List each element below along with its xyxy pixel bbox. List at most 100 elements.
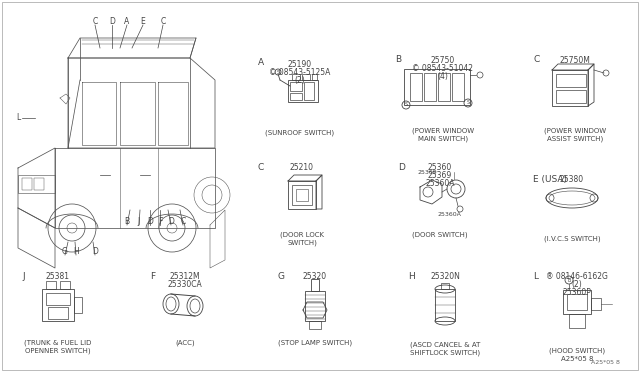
Bar bbox=[292, 185, 312, 205]
Text: D: D bbox=[147, 218, 153, 227]
Text: OPENNER SWITCH): OPENNER SWITCH) bbox=[25, 348, 91, 355]
Text: E (USA): E (USA) bbox=[533, 175, 567, 184]
Text: B: B bbox=[395, 55, 401, 64]
Bar bbox=[452, 73, 464, 101]
Bar bbox=[18, 175, 55, 193]
Text: (STOP LAMP SWITCH): (STOP LAMP SWITCH) bbox=[278, 340, 352, 346]
Bar bbox=[441, 283, 449, 289]
Bar bbox=[556, 74, 586, 87]
Text: 25330CA: 25330CA bbox=[168, 280, 202, 289]
Text: G: G bbox=[62, 247, 68, 257]
Text: B: B bbox=[124, 218, 129, 227]
Text: (HOOD SWITCH): (HOOD SWITCH) bbox=[549, 348, 605, 355]
Bar bbox=[304, 82, 314, 100]
Text: L: L bbox=[533, 272, 538, 281]
Bar bbox=[569, 314, 585, 328]
Text: A: A bbox=[124, 17, 130, 26]
Text: (I.V.C.S SWITCH): (I.V.C.S SWITCH) bbox=[544, 235, 600, 241]
Text: 25360A: 25360A bbox=[425, 179, 455, 188]
Text: 25320: 25320 bbox=[303, 272, 327, 281]
Bar bbox=[42, 289, 74, 321]
Text: L: L bbox=[16, 113, 20, 122]
Text: J: J bbox=[138, 218, 140, 227]
Text: D: D bbox=[92, 247, 98, 257]
Text: D: D bbox=[109, 17, 115, 26]
Bar bbox=[292, 74, 300, 80]
Bar bbox=[46, 281, 56, 289]
Text: 25381: 25381 bbox=[46, 272, 70, 281]
Text: 25360P: 25360P bbox=[563, 288, 591, 297]
Text: 25369: 25369 bbox=[428, 171, 452, 180]
Text: F: F bbox=[158, 218, 162, 227]
Bar bbox=[591, 298, 601, 310]
Text: C: C bbox=[258, 163, 264, 172]
Text: 25320N: 25320N bbox=[430, 272, 460, 281]
Text: (DOOR LOCK: (DOOR LOCK bbox=[280, 232, 324, 238]
Text: (TRUNK & FUEL LID: (TRUNK & FUEL LID bbox=[24, 340, 92, 346]
Text: 25369: 25369 bbox=[418, 170, 438, 174]
Bar bbox=[438, 73, 450, 101]
Text: (2): (2) bbox=[572, 280, 582, 289]
Text: D: D bbox=[398, 163, 405, 172]
Text: A: A bbox=[258, 58, 264, 67]
Text: F: F bbox=[150, 272, 155, 281]
Text: (DOOR SWITCH): (DOOR SWITCH) bbox=[412, 232, 468, 238]
Text: (POWER WINDOW: (POWER WINDOW bbox=[412, 128, 474, 135]
Text: A25*05 8: A25*05 8 bbox=[561, 356, 593, 362]
Text: (2): (2) bbox=[294, 76, 305, 85]
Text: C: C bbox=[533, 55, 540, 64]
Text: ® 08146-6162G: ® 08146-6162G bbox=[546, 272, 608, 281]
Bar bbox=[312, 74, 317, 80]
Text: (ASCD CANCEL & AT: (ASCD CANCEL & AT bbox=[410, 342, 480, 349]
Text: SHIFTLOCK SWITCH): SHIFTLOCK SWITCH) bbox=[410, 350, 480, 356]
Bar bbox=[46, 293, 70, 305]
Text: MAIN SWITCH): MAIN SWITCH) bbox=[418, 136, 468, 142]
Text: (SUNROOF SWITCH): (SUNROOF SWITCH) bbox=[266, 130, 335, 137]
Bar bbox=[302, 74, 310, 80]
Text: © 08543-51042: © 08543-51042 bbox=[413, 64, 474, 73]
Text: C: C bbox=[180, 218, 186, 227]
Bar bbox=[410, 73, 422, 101]
Bar bbox=[288, 80, 318, 102]
Bar bbox=[288, 181, 316, 209]
Text: 25190: 25190 bbox=[288, 60, 312, 69]
Text: S: S bbox=[467, 100, 470, 106]
Text: 25750: 25750 bbox=[431, 56, 455, 65]
Bar bbox=[74, 297, 82, 313]
Text: C: C bbox=[161, 17, 166, 26]
Bar bbox=[305, 291, 325, 321]
Text: SWITCH): SWITCH) bbox=[287, 240, 317, 247]
Text: J: J bbox=[22, 272, 24, 281]
Bar bbox=[296, 189, 308, 201]
Text: (POWER WINDOW: (POWER WINDOW bbox=[544, 128, 606, 135]
Text: C: C bbox=[92, 17, 98, 26]
Text: D: D bbox=[168, 218, 174, 227]
Bar bbox=[563, 290, 591, 314]
Text: G: G bbox=[278, 272, 285, 281]
Bar bbox=[552, 70, 588, 106]
Bar bbox=[567, 294, 587, 310]
Bar bbox=[22, 178, 32, 190]
Text: (ACC): (ACC) bbox=[175, 340, 195, 346]
Text: 25360: 25360 bbox=[428, 163, 452, 172]
Bar bbox=[60, 281, 70, 289]
Bar bbox=[404, 69, 470, 105]
Bar bbox=[435, 289, 455, 321]
Text: 25210: 25210 bbox=[290, 163, 314, 172]
Text: A25*05 8: A25*05 8 bbox=[591, 360, 620, 365]
Bar bbox=[48, 307, 68, 319]
Text: 25380: 25380 bbox=[560, 175, 584, 184]
Text: B: B bbox=[567, 278, 571, 282]
Text: (4): (4) bbox=[438, 72, 449, 81]
Bar bbox=[309, 321, 321, 329]
Text: S: S bbox=[276, 70, 280, 74]
Bar bbox=[424, 73, 436, 101]
Text: ASSIST SWITCH): ASSIST SWITCH) bbox=[547, 136, 603, 142]
Text: H: H bbox=[73, 247, 79, 257]
Text: © 08543-5125A: © 08543-5125A bbox=[269, 68, 331, 77]
Bar bbox=[556, 90, 586, 103]
Text: 25750M: 25750M bbox=[559, 56, 591, 65]
Text: 25360A: 25360A bbox=[438, 212, 462, 217]
Text: S: S bbox=[404, 103, 408, 108]
Text: E: E bbox=[141, 17, 145, 26]
